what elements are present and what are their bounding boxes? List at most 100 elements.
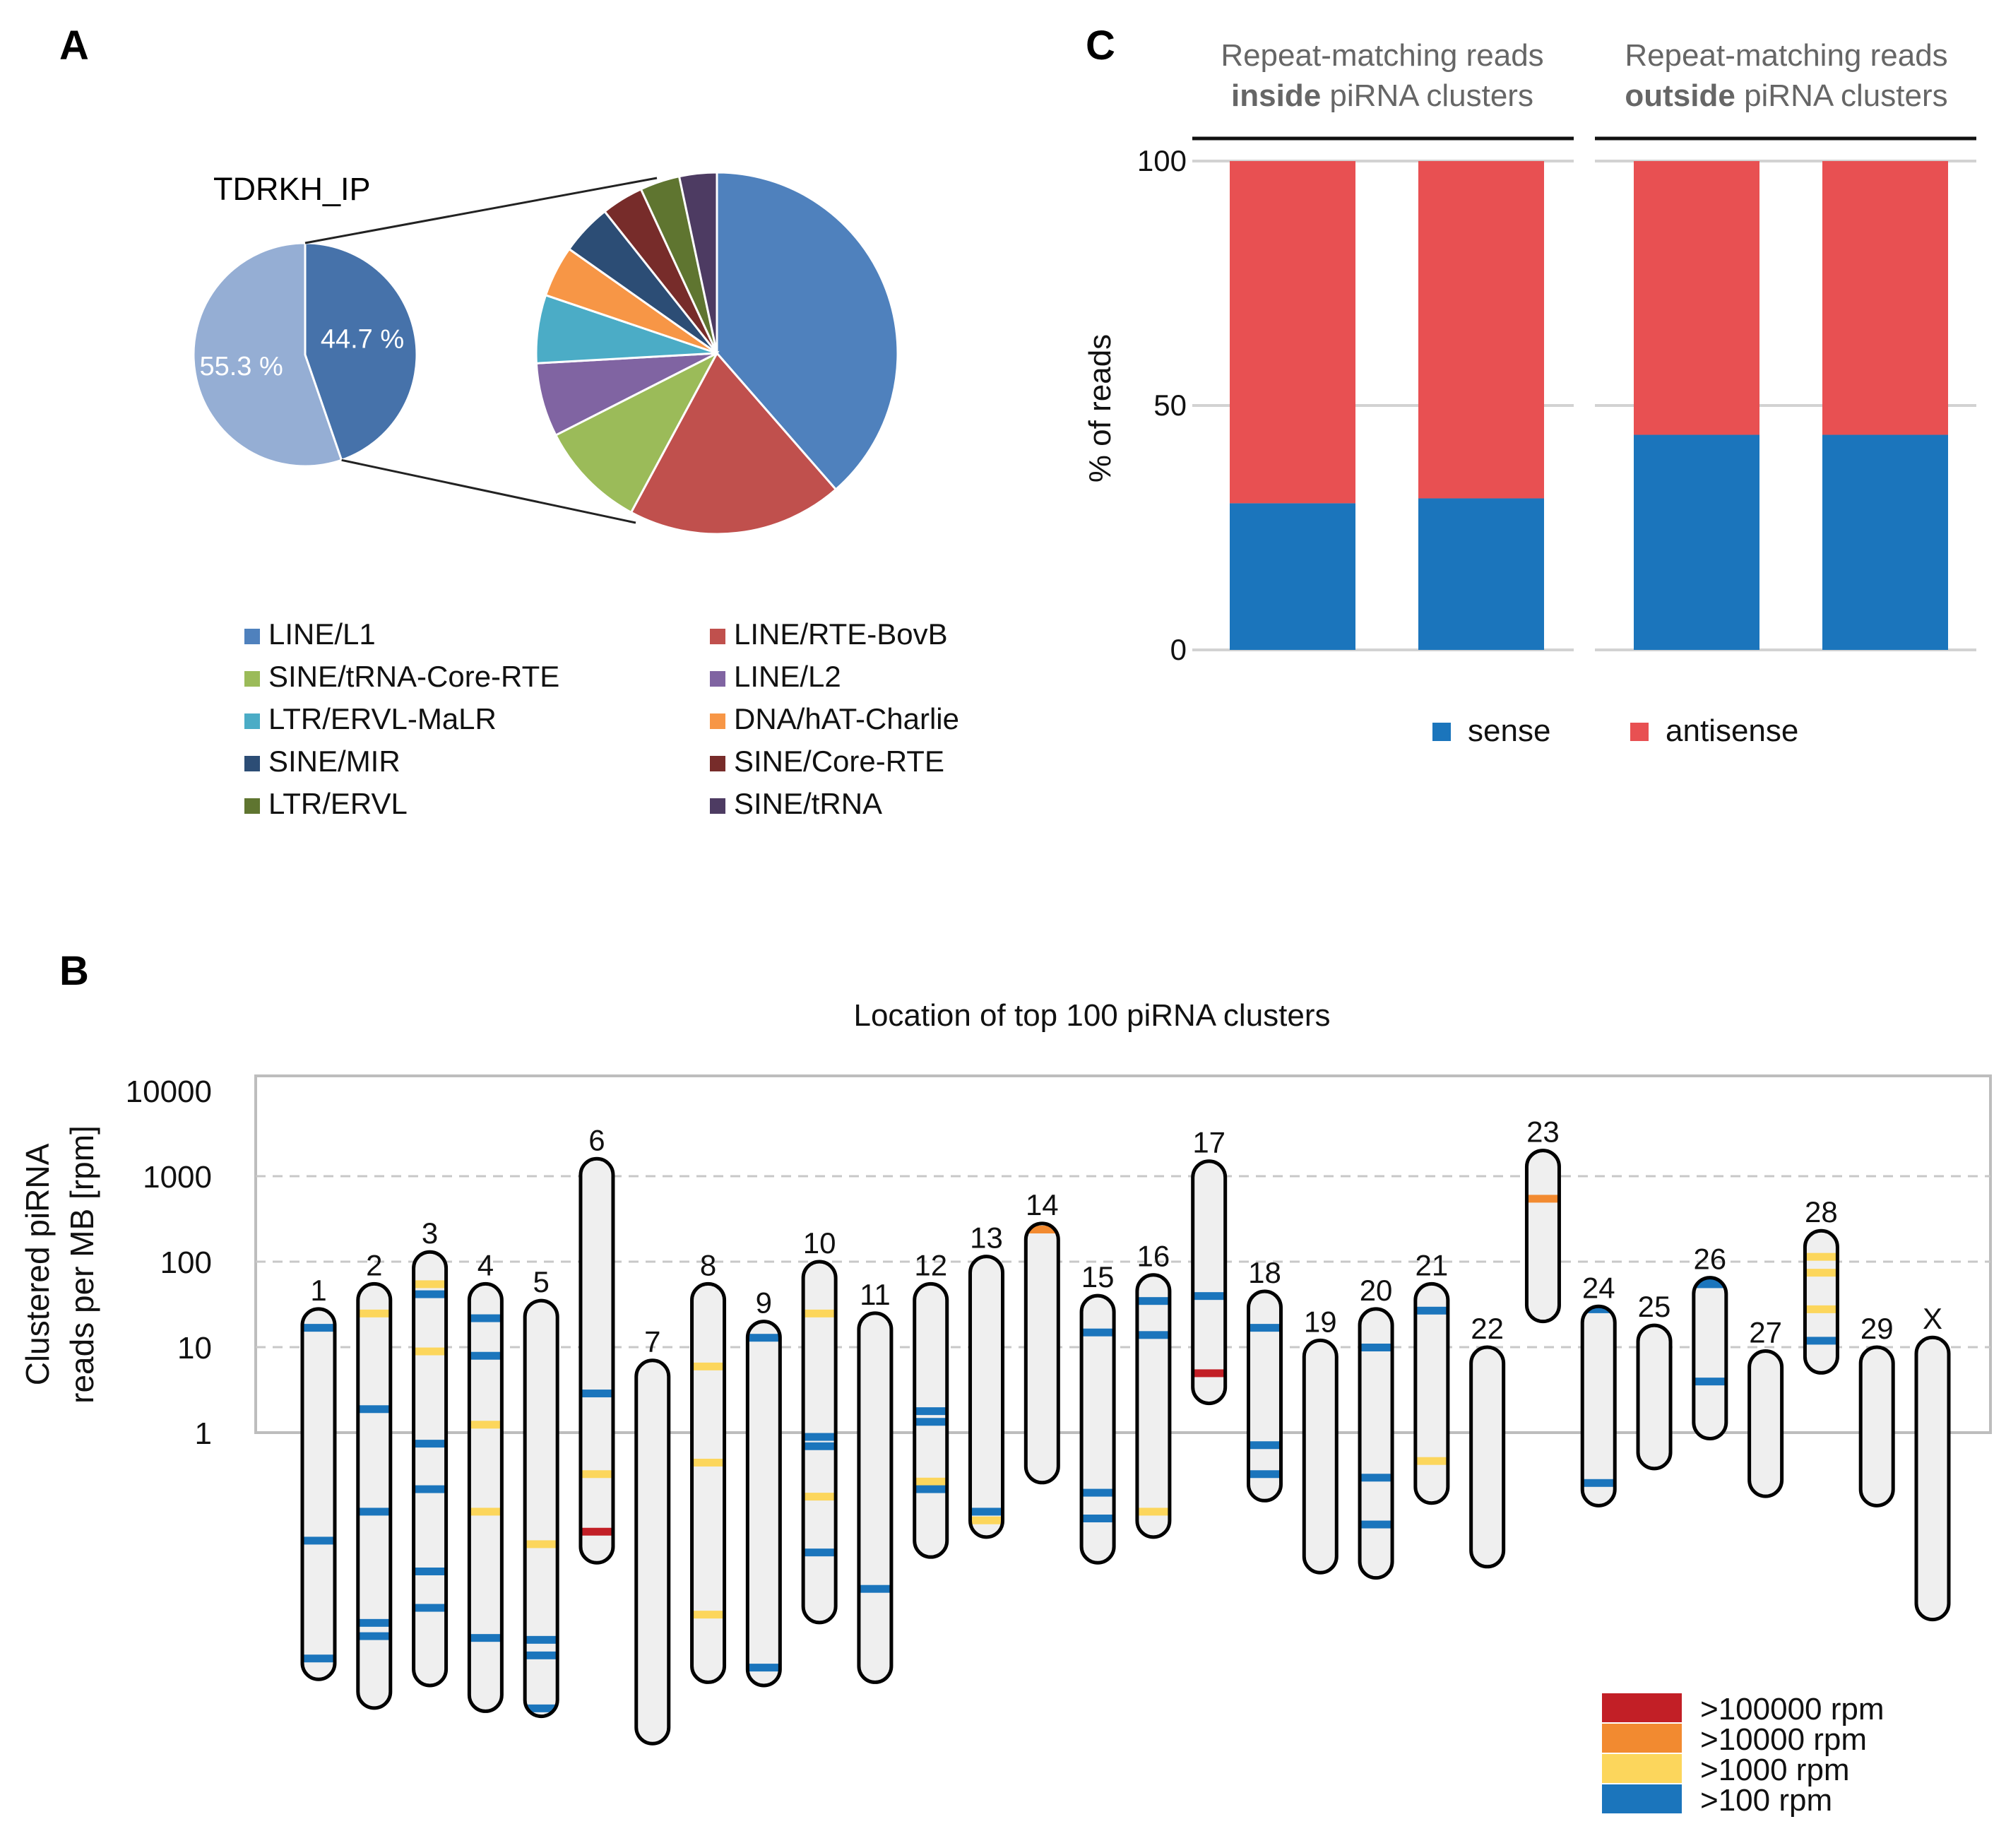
chromosome-13: 13 xyxy=(968,1221,1005,1539)
main-pie-slice-44-7 xyxy=(304,242,418,462)
band-12-2 xyxy=(914,1418,947,1426)
chromosome-body-26 xyxy=(1693,1277,1726,1439)
bar-3-sense xyxy=(1634,434,1759,650)
chromosome-label-11: 11 xyxy=(860,1278,891,1311)
chromosome-29: 29 xyxy=(1858,1312,1895,1508)
bar-legend-label-antisense: antisense xyxy=(1666,713,1798,748)
chromosome-outline-11 xyxy=(857,1311,894,1684)
chromosome-22: 22 xyxy=(1469,1312,1506,1569)
chromosome-body-11 xyxy=(858,1313,891,1683)
panel-c-label: C xyxy=(1086,23,1115,69)
breakdown-slice-line-l1 xyxy=(716,171,899,491)
band-4-5 xyxy=(469,1634,502,1642)
chromosome-y-tick-1: 1 xyxy=(195,1416,212,1451)
band-3-3 xyxy=(413,1347,446,1356)
legend-swatch-line-l1 xyxy=(244,629,260,644)
chromosome-outline-12 xyxy=(913,1281,949,1559)
band-26-2 xyxy=(1693,1280,1726,1289)
chromosome-outline-23 xyxy=(1524,1149,1561,1324)
main-pie-label-44-7: 44.7 % xyxy=(321,324,404,354)
chromosome-27: 27 xyxy=(1747,1316,1784,1498)
chromosome-label-24: 24 xyxy=(1582,1271,1615,1304)
chromosome-body-4 xyxy=(469,1284,502,1712)
panel-c: C Repeat-matching reads inside piRNA clu… xyxy=(1083,23,1976,748)
chromosome-x: X xyxy=(1914,1302,1951,1622)
band-28-3 xyxy=(1805,1305,1838,1313)
band-3-5 xyxy=(413,1485,446,1493)
band-6-2 xyxy=(580,1470,613,1479)
chromosome-outline-6 xyxy=(578,1156,615,1565)
legend-label-line-rte-bovb: LINE/RTE-BovB xyxy=(734,617,948,651)
main-pie: 55.3 % 44.7 % xyxy=(192,242,418,468)
chromosome-body-5 xyxy=(525,1301,558,1717)
chromosome-label-x: X xyxy=(1923,1302,1942,1335)
chromosome-body-27 xyxy=(1749,1351,1782,1497)
group-outside-title-line1: Repeat-matching reads xyxy=(1625,38,1947,73)
panel-b: B Location of top 100 piRNA clusters Clu… xyxy=(19,948,1992,1818)
band-1-3 xyxy=(302,1654,335,1663)
legend-swatch-sine-trna xyxy=(710,798,725,814)
chromosome-label-9: 9 xyxy=(756,1286,772,1320)
chromosome-body-3 xyxy=(413,1252,446,1686)
chromosome-21: 21 xyxy=(1413,1248,1450,1505)
band-12-1 xyxy=(914,1407,947,1416)
band-6-1 xyxy=(580,1390,613,1398)
legend-label-ltr-ervl-malr: LTR/ERVL-MaLR xyxy=(268,702,497,735)
chromosome-body-18 xyxy=(1248,1291,1281,1501)
chromosome-plot-title: Location of top 100 piRNA clusters xyxy=(853,998,1330,1033)
band-2-1 xyxy=(357,1309,391,1317)
band-16-3 xyxy=(1136,1508,1170,1516)
chromosome-body-23 xyxy=(1526,1150,1560,1322)
chromosome-body-13 xyxy=(970,1256,1003,1537)
chromosome-outline-7 xyxy=(634,1358,671,1746)
chromosome-body-x xyxy=(1916,1337,1949,1620)
chromosome-outline-21 xyxy=(1413,1281,1450,1505)
band-10-1 xyxy=(803,1309,836,1317)
bar-legend-swatch-antisense xyxy=(1630,723,1649,741)
pie-sample-label: TDRKH_IP xyxy=(213,171,371,207)
rpm-legend-swatch-1 xyxy=(1602,1693,1682,1722)
breakdown-slice-sine-trna-core-rte xyxy=(554,350,720,514)
band-15-2 xyxy=(1081,1488,1115,1497)
band-6-3 xyxy=(580,1527,613,1536)
band-13-1 xyxy=(970,1508,1003,1516)
chromosome-2: 2 xyxy=(356,1248,393,1710)
band-10-4 xyxy=(803,1493,836,1501)
bar-y-ticks: 0 50 100 xyxy=(1137,144,1187,666)
chromosome-10: 10 xyxy=(801,1226,838,1625)
band-28-2 xyxy=(1805,1269,1838,1277)
band-10-5 xyxy=(803,1548,836,1557)
chromosome-24: 24 xyxy=(1580,1271,1617,1508)
group-outside-title-line2: outside piRNA clusters xyxy=(1625,78,1947,113)
chromosome-9: 9 xyxy=(745,1286,782,1688)
band-17-2 xyxy=(1192,1369,1225,1378)
band-21-1 xyxy=(1415,1306,1448,1315)
band-21-2 xyxy=(1415,1457,1448,1465)
chromosome-label-22: 22 xyxy=(1471,1312,1504,1345)
chromosome-body-2 xyxy=(357,1284,391,1708)
connector-line-bottom xyxy=(341,458,636,524)
bar-4-sense xyxy=(1822,434,1948,650)
panel-b-label: B xyxy=(59,948,89,994)
chromosome-body-24 xyxy=(1582,1306,1615,1506)
chromosome-y-tick-100: 100 xyxy=(160,1245,212,1280)
panel-a-label: A xyxy=(59,23,89,69)
stacked-bars xyxy=(1230,161,1948,650)
bar-y-tick-50: 50 xyxy=(1153,389,1187,422)
bar-1-antisense xyxy=(1230,161,1355,504)
chromosome-11: 11 xyxy=(857,1278,894,1684)
group-inside-title-line2: inside piRNA clusters xyxy=(1231,78,1533,113)
band-3-7 xyxy=(413,1604,446,1612)
bar-legend-label-sense: sense xyxy=(1468,713,1550,748)
band-17-1 xyxy=(1192,1292,1225,1301)
band-20-3 xyxy=(1360,1520,1393,1529)
band-23-1 xyxy=(1526,1195,1560,1203)
rpm-legend-label-4: >100 rpm xyxy=(1700,1783,1832,1818)
chromosome-outline-20 xyxy=(1358,1307,1394,1580)
chromosome-label-2: 2 xyxy=(366,1248,382,1281)
chromosome-26: 26 xyxy=(1692,1243,1728,1441)
chromosome-14: 14 xyxy=(1023,1188,1060,1485)
band-4-3 xyxy=(469,1421,502,1429)
band-4-1 xyxy=(469,1314,502,1322)
rpm-legend: >100000 rpm>10000 rpm>1000 rpm>100 rpm xyxy=(1602,1692,1885,1818)
